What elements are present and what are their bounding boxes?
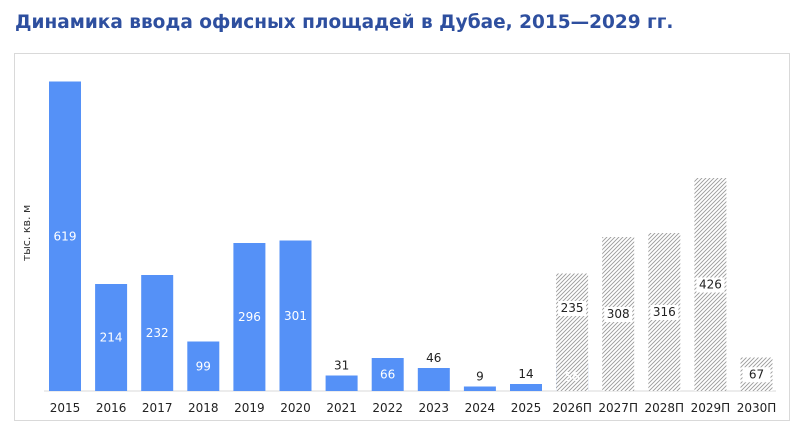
bar-solid [510,384,542,391]
bar-solid [325,375,358,391]
bar-solid [233,243,266,391]
data-label: 301 [284,309,307,323]
data-label: 308 [607,307,630,321]
x-tick-label: 2023 [419,401,450,415]
data-label: 426 [699,278,722,292]
bar-solid [279,240,312,391]
bar-solid [417,368,450,391]
data-label: 235 [561,301,584,315]
bar-hatched [556,273,589,391]
bar-solid [371,358,404,391]
bar-solid [463,386,496,391]
data-label: 232 [146,326,169,340]
data-label-bg [742,367,771,383]
data-label: 316 [653,305,676,319]
data-label-bg [650,305,679,320]
x-tick-label: 2029П [691,401,731,415]
x-tick-label: 2018 [188,401,219,415]
data-label: 619 [54,229,77,243]
x-tick-label: 2030П [737,401,777,415]
data-label-bg [558,301,587,316]
data-label: 67 [749,367,764,381]
bar-solid [187,341,220,391]
data-label-bg [696,277,725,293]
data-label: 296 [238,310,261,324]
x-tick-label: 2021 [326,401,357,415]
x-tick-label: 2015 [50,401,81,415]
x-tick-label: 2017 [142,401,173,415]
chart-title: Динамика ввода офисных площадей в Дубае,… [15,12,674,33]
data-label: 214 [100,331,123,345]
x-tick-label: 2025 [511,401,542,415]
data-label: 99 [196,359,211,373]
x-tick-label: 2020 [280,401,311,415]
data-label: 31 [334,359,349,373]
x-tick-label: 2028П [645,401,685,415]
bar-solid [49,81,81,391]
data-label-bg [604,307,633,322]
x-tick-label: 2026П [552,401,592,415]
data-label: 66 [380,368,395,382]
data-label: 14 [518,367,533,381]
data-label: 9 [476,370,484,384]
chart-frame [14,53,790,421]
x-tick-label: 2016 [96,401,127,415]
data-label: 46 [426,351,441,365]
bar-solid [95,284,128,391]
x-tick-label: 2027П [598,401,638,415]
x-tick-label: 2024 [465,401,496,415]
x-tick-label: 2019 [234,401,265,415]
bar-solid [141,275,174,391]
x-tick-label: 2022 [372,401,403,415]
data-label: 56 [564,370,579,384]
y-axis-label: тыс. кв. м [20,205,33,262]
